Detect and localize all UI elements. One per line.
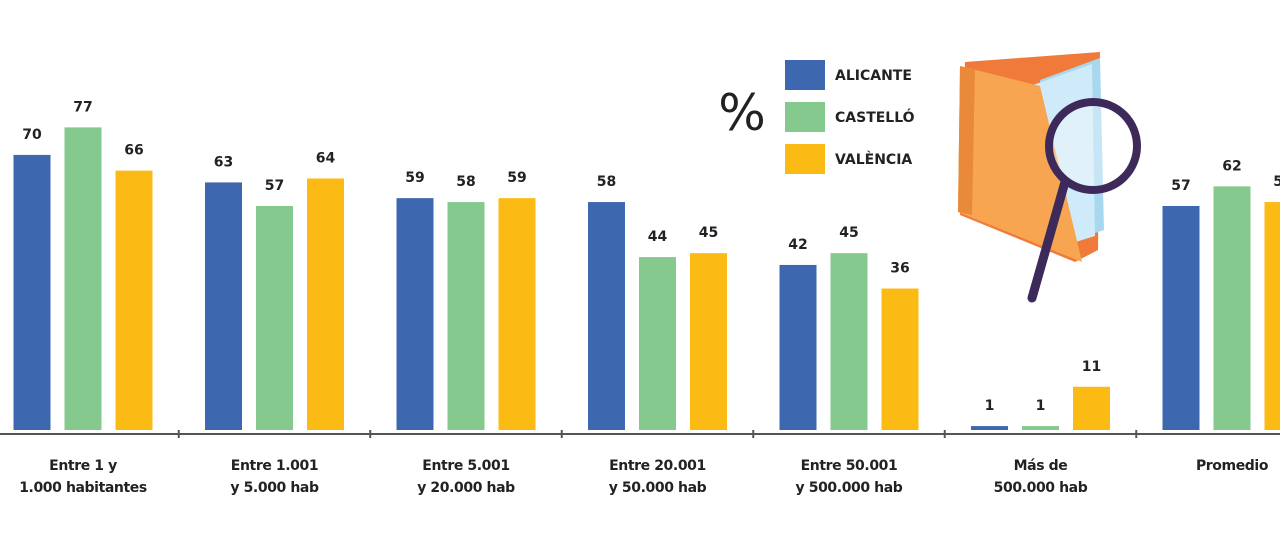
bar [588,202,625,430]
bar [1213,186,1251,430]
x-tick-label: Entre 5.001 y 20.000 hab [417,458,515,496]
bar [1073,386,1110,430]
value-label: 11 [1082,359,1101,375]
value-label: 58 [1273,174,1280,190]
legend-label: CASTELLÓ [835,108,915,126]
value-label: 64 [316,150,336,166]
x-tick-label: Entre 1 y 1.000 habitantes [19,458,147,496]
value-label: 57 [265,178,284,194]
value-label: 58 [597,174,616,190]
value-label: 1 [985,398,995,414]
legend-swatch [785,60,825,90]
value-label: 57 [1171,178,1190,194]
bar [498,198,536,430]
bar [1264,202,1280,430]
value-label: 36 [890,261,909,277]
value-label: 1 [1036,398,1046,414]
legend-swatch [785,144,825,174]
bar [396,198,434,430]
x-tick-label: Entre 50.001 y 500.000 hab [795,458,903,496]
bar [205,182,242,430]
value-label: 62 [1222,158,1241,174]
bar [13,154,51,430]
bar [256,205,293,430]
bar [690,253,727,430]
value-label: 70 [22,127,42,143]
value-label: 58 [456,174,475,190]
bar [830,253,868,430]
value-label: 42 [788,237,807,253]
legend-swatch [785,102,825,132]
legend-label: VALÈNCIA [835,151,912,168]
value-label: 63 [214,154,233,170]
bar [639,257,676,430]
x-tick-label: Promedio [1195,458,1269,474]
value-label: 59 [405,170,424,186]
value-label: 66 [124,143,143,159]
bar [779,264,817,430]
x-tick-label: Más de 500.000 hab [993,458,1088,496]
bar [307,178,344,430]
value-label: 45 [699,225,718,241]
value-label: 45 [839,225,858,241]
bar [1022,426,1059,430]
unit-label: % [718,84,766,142]
bar [447,202,485,430]
bar [64,127,102,430]
bar [971,426,1008,430]
legend-label: ALICANTE [835,68,912,84]
x-tick-label: Entre 20.001 y 50.000 hab [608,458,707,496]
value-label: 44 [648,229,668,245]
value-label: 59 [507,170,526,186]
bar [1162,205,1200,430]
bar [115,170,153,430]
book-icon [958,52,1141,303]
value-label: 77 [73,99,92,115]
x-tick-label: Entre 1.001 y 5.000 hab [230,458,319,496]
bar [881,288,919,430]
